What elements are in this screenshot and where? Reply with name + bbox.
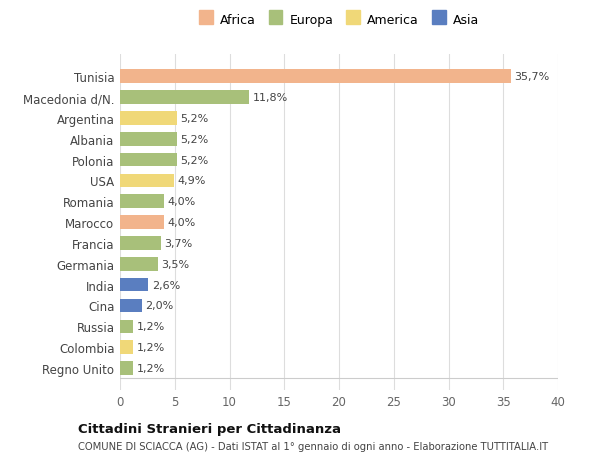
Text: 4,0%: 4,0% [167,197,196,207]
Text: 35,7%: 35,7% [514,72,550,82]
Text: Cittadini Stranieri per Cittadinanza: Cittadini Stranieri per Cittadinanza [78,422,341,436]
Bar [120,237,161,250]
Bar [120,361,133,375]
Text: 2,6%: 2,6% [152,280,180,290]
Legend: Africa, Europa, America, Asia: Africa, Europa, America, Asia [199,14,479,28]
Bar [120,91,249,105]
Text: 5,2%: 5,2% [180,114,208,123]
Text: 1,2%: 1,2% [136,342,164,353]
Bar [120,320,133,333]
Bar [120,195,164,208]
Text: 1,2%: 1,2% [136,363,164,373]
Bar [120,278,148,292]
Text: 5,2%: 5,2% [180,155,208,165]
Bar [120,112,177,125]
Text: COMUNE DI SCIACCA (AG) - Dati ISTAT al 1° gennaio di ogni anno - Elaborazione TU: COMUNE DI SCIACCA (AG) - Dati ISTAT al 1… [78,441,548,451]
Bar [120,153,177,167]
Text: 11,8%: 11,8% [253,93,288,103]
Text: 3,7%: 3,7% [164,238,192,248]
Text: 5,2%: 5,2% [180,134,208,145]
Text: 2,0%: 2,0% [145,301,173,311]
Bar [120,174,173,188]
Bar [120,257,158,271]
Bar [120,133,177,146]
Bar [120,70,511,84]
Text: 3,5%: 3,5% [161,259,190,269]
Bar [120,299,142,313]
Bar [120,216,164,230]
Text: 4,9%: 4,9% [177,176,205,186]
Text: 4,0%: 4,0% [167,218,196,228]
Text: 1,2%: 1,2% [136,322,164,331]
Bar [120,341,133,354]
